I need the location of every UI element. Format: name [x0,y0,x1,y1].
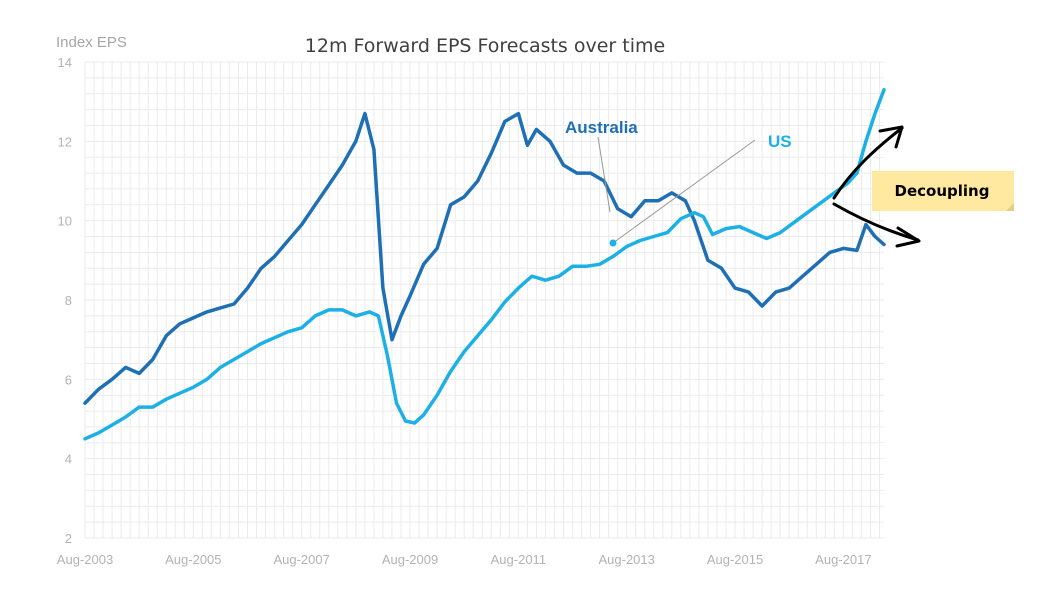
y-axis-title: Index EPS [56,34,127,51]
x-tick-label: Aug-2015 [707,552,763,567]
decoupling-note-text: Decoupling [895,182,990,200]
arrow-down-icon [832,202,920,242]
x-tick-label: Aug-2003 [57,552,113,567]
chart-title: 12m Forward EPS Forecasts over time [305,35,665,57]
chart-series [83,88,886,441]
us-leader-line [612,139,756,244]
x-tick-label: Aug-2007 [273,552,329,567]
y-tick-label: 2 [65,531,72,546]
australia-series-label: Australia [565,118,638,137]
series-line-us [83,88,886,441]
y-tick-label: 12 [58,134,72,149]
x-tick-label: Aug-2017 [815,552,871,567]
decoupling-note: Decoupling [872,171,1014,211]
arrow-up-icon [832,126,904,200]
us-leader-dot [609,239,617,247]
chart-axes: 2 4 6 8 10 12 14 Aug-2003 Aug-2005 Aug-2007 Aug-20… [57,55,872,567]
x-tick-label: Aug-2005 [165,552,221,567]
x-tick-label: Aug-2013 [598,552,654,567]
x-tick-label: Aug-2009 [382,552,438,567]
y-tick-label: 10 [58,214,72,229]
y-tick-label: 4 [65,452,72,467]
y-tick-label: 6 [65,372,72,387]
y-tick-label: 8 [65,293,72,308]
australia-leader-line [597,136,611,213]
chart-gridlines [84,61,884,539]
y-tick-label: 14 [58,55,72,70]
decoupling-arrows [832,125,921,248]
us-series-label: US [768,132,792,151]
x-tick-label: Aug-2011 [491,552,546,567]
series-line-australia [83,111,886,405]
